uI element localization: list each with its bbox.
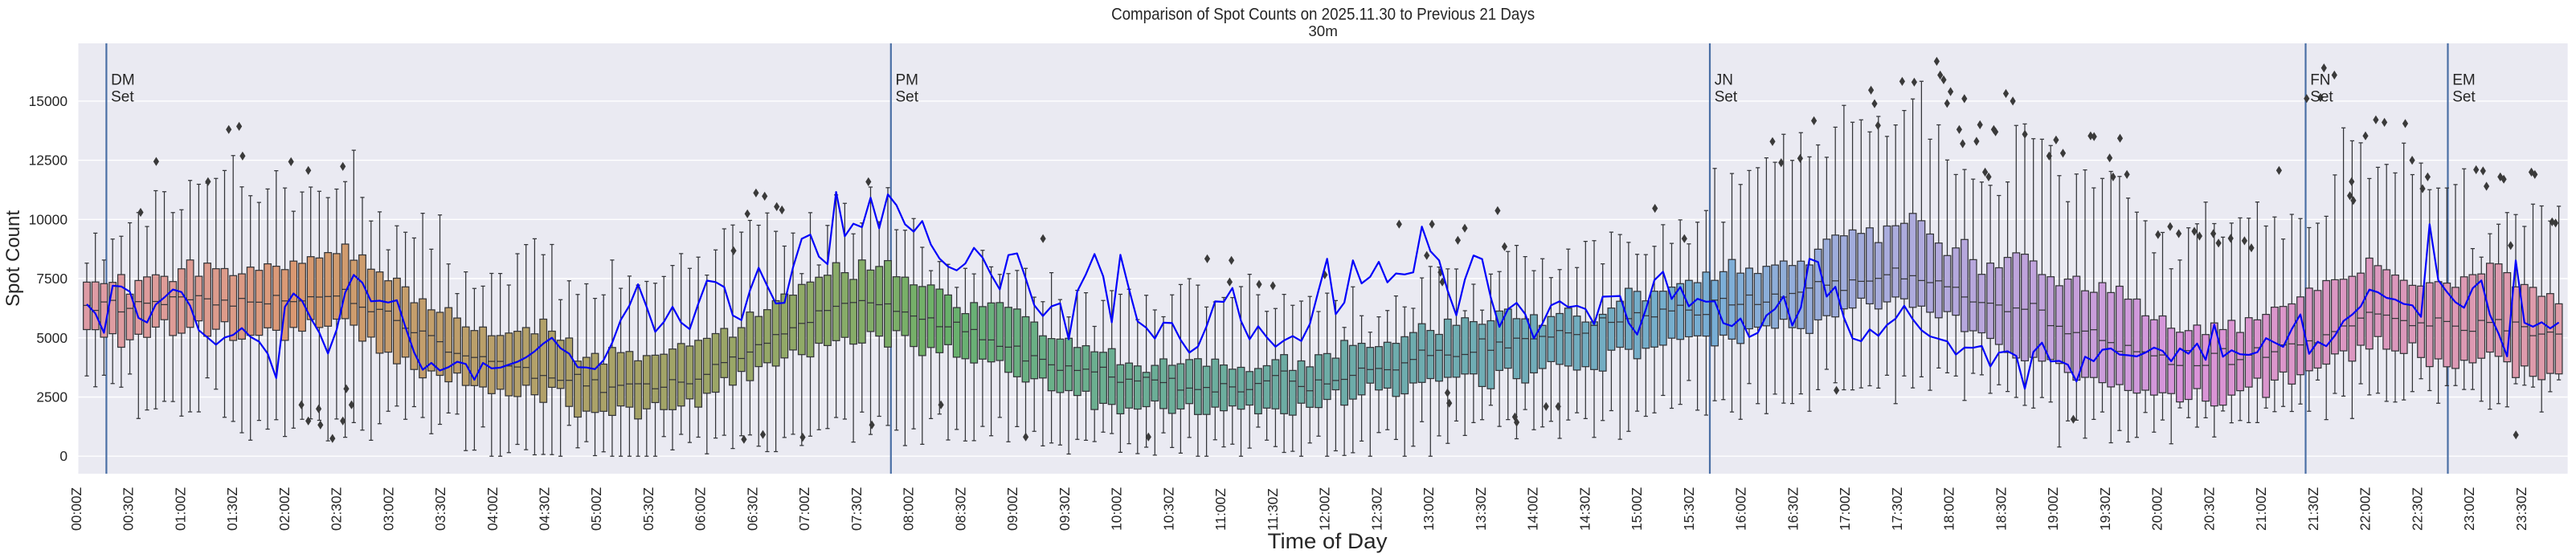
svg-text:Set: Set [111,89,134,106]
svg-text:02:00Z: 02:00Z [276,487,292,531]
svg-text:02:30Z: 02:30Z [329,487,345,531]
svg-text:12:30Z: 12:30Z [1368,487,1384,531]
svg-text:Spot Count: Spot Count [2,210,24,307]
svg-text:05:00Z: 05:00Z [588,487,604,531]
svg-text:13:30Z: 13:30Z [1473,487,1489,531]
svg-text:14:00Z: 14:00Z [1525,487,1541,531]
svg-text:03:30Z: 03:30Z [432,487,448,531]
svg-text:08:00Z: 08:00Z [901,487,917,531]
svg-text:04:30Z: 04:30Z [537,487,553,531]
svg-text:10:30Z: 10:30Z [1160,487,1176,531]
svg-text:0: 0 [59,448,67,464]
svg-text:11:30Z: 11:30Z [1265,488,1281,531]
svg-text:13:00Z: 13:00Z [1421,487,1437,531]
svg-text:07:30Z: 07:30Z [848,487,865,531]
svg-text:DM: DM [111,72,135,89]
svg-text:JN: JN [1715,72,1733,89]
svg-text:12:00Z: 12:00Z [1317,487,1333,531]
svg-text:00:30Z: 00:30Z [121,487,137,531]
svg-text:Comparison of Spot Counts on 2: Comparison of Spot Counts on 2025.11.30 … [1111,6,1535,24]
svg-text:10000: 10000 [29,211,67,227]
svg-text:5000: 5000 [36,330,67,346]
svg-text:11:00Z: 11:00Z [1212,488,1229,531]
svg-text:16:00Z: 16:00Z [1733,487,1749,531]
svg-text:2500: 2500 [36,389,67,405]
svg-text:18:00Z: 18:00Z [1941,487,1957,531]
svg-text:23:30Z: 23:30Z [2513,487,2529,531]
svg-text:09:30Z: 09:30Z [1057,487,1073,531]
svg-text:00:00Z: 00:00Z [68,487,84,531]
svg-text:22:00Z: 22:00Z [2357,487,2374,531]
svg-text:16:30Z: 16:30Z [1785,487,1801,531]
svg-text:21:30Z: 21:30Z [2305,487,2321,531]
svg-text:Set: Set [1715,89,1738,106]
svg-text:18:30Z: 18:30Z [1993,487,2009,531]
svg-text:FN: FN [2310,72,2330,89]
svg-text:15:30Z: 15:30Z [1681,487,1697,531]
svg-text:30m: 30m [1308,22,1338,39]
svg-text:05:30Z: 05:30Z [640,487,656,531]
svg-text:09:00Z: 09:00Z [1004,487,1020,531]
svg-text:01:30Z: 01:30Z [224,487,240,531]
svg-text:15:00Z: 15:00Z [1629,487,1645,531]
svg-text:7500: 7500 [36,271,67,287]
svg-text:14:30Z: 14:30Z [1576,487,1593,531]
svg-text:08:30Z: 08:30Z [953,487,969,531]
svg-text:Set: Set [2452,89,2476,106]
svg-text:PM: PM [896,72,919,89]
svg-text:10:00Z: 10:00Z [1109,487,1125,531]
svg-text:06:30Z: 06:30Z [745,487,761,531]
svg-text:20:30Z: 20:30Z [2201,487,2217,531]
svg-text:01:00Z: 01:00Z [172,487,188,531]
svg-text:Set: Set [896,89,919,106]
svg-text:21:00Z: 21:00Z [2253,487,2269,531]
svg-text:19:30Z: 19:30Z [2097,487,2113,531]
svg-text:04:00Z: 04:00Z [485,487,501,531]
svg-text:17:30Z: 17:30Z [1889,487,1905,531]
svg-text:20:00Z: 20:00Z [2149,487,2165,531]
svg-text:12500: 12500 [29,153,67,169]
svg-text:03:00Z: 03:00Z [380,487,396,531]
svg-text:EM: EM [2452,72,2476,89]
svg-text:Time of Day: Time of Day [1268,529,1388,553]
svg-text:06:00Z: 06:00Z [693,487,709,531]
svg-text:17:00Z: 17:00Z [1837,487,1853,531]
svg-text:22:30Z: 22:30Z [2409,487,2425,531]
svg-text:07:00Z: 07:00Z [796,487,812,531]
svg-text:Set: Set [2310,89,2333,106]
svg-text:15000: 15000 [29,93,67,109]
svg-text:23:00Z: 23:00Z [2461,487,2477,531]
svg-text:19:00Z: 19:00Z [2045,487,2061,531]
